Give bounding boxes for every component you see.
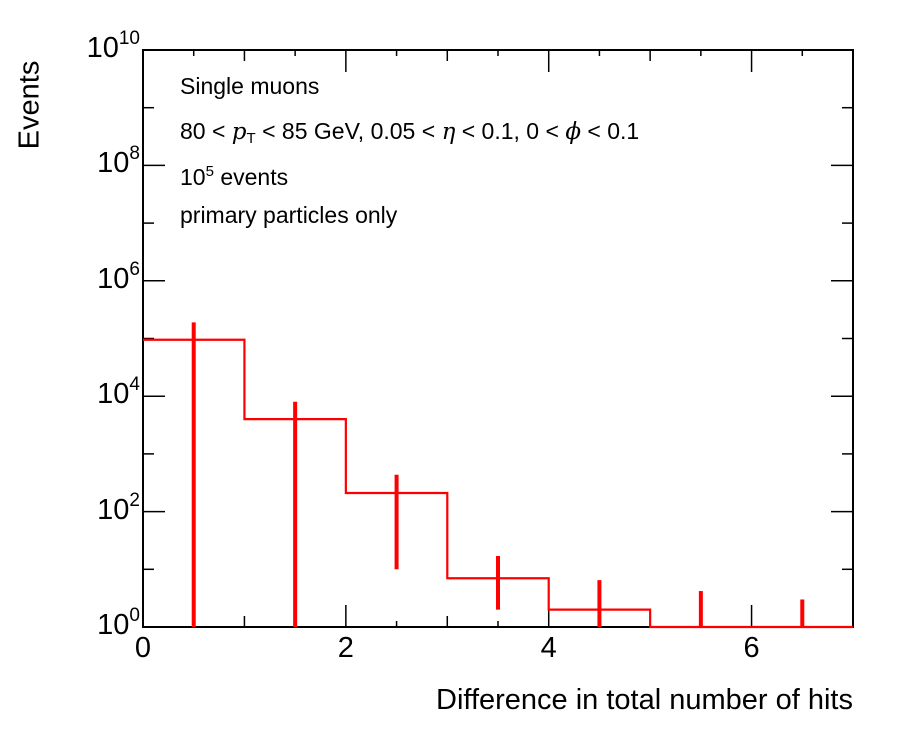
x-tick-label: 6 bbox=[743, 632, 760, 664]
y-tick-label: 104 bbox=[97, 374, 140, 411]
y-tick-label: 1010 bbox=[86, 28, 140, 64]
x-axis-title: Difference in total number of hits bbox=[436, 684, 853, 716]
y-axis-title: Events bbox=[13, 60, 46, 150]
histogram-step-line bbox=[143, 338, 853, 629]
y-tick-label: 108 bbox=[97, 143, 140, 180]
x-tick-label: 0 bbox=[134, 632, 152, 664]
legend-line-2: 80 < pT < 85 GeV, 0.05 < η < 0.1, 0 < ϕ … bbox=[180, 118, 640, 147]
y-tick-label: 100 bbox=[97, 605, 140, 641]
x-tick-label: 2 bbox=[337, 632, 354, 664]
legend-line-4: primary particles only bbox=[180, 202, 398, 228]
legend-line-3: 105 events bbox=[180, 163, 289, 190]
y-tick-label: 106 bbox=[97, 258, 140, 295]
legend-line-1: Single muons bbox=[180, 73, 320, 99]
axes-frame bbox=[142, 49, 854, 628]
y-tick-label: 102 bbox=[97, 489, 140, 526]
histogram-bars bbox=[143, 322, 853, 629]
x-tick-label: 4 bbox=[540, 632, 557, 664]
